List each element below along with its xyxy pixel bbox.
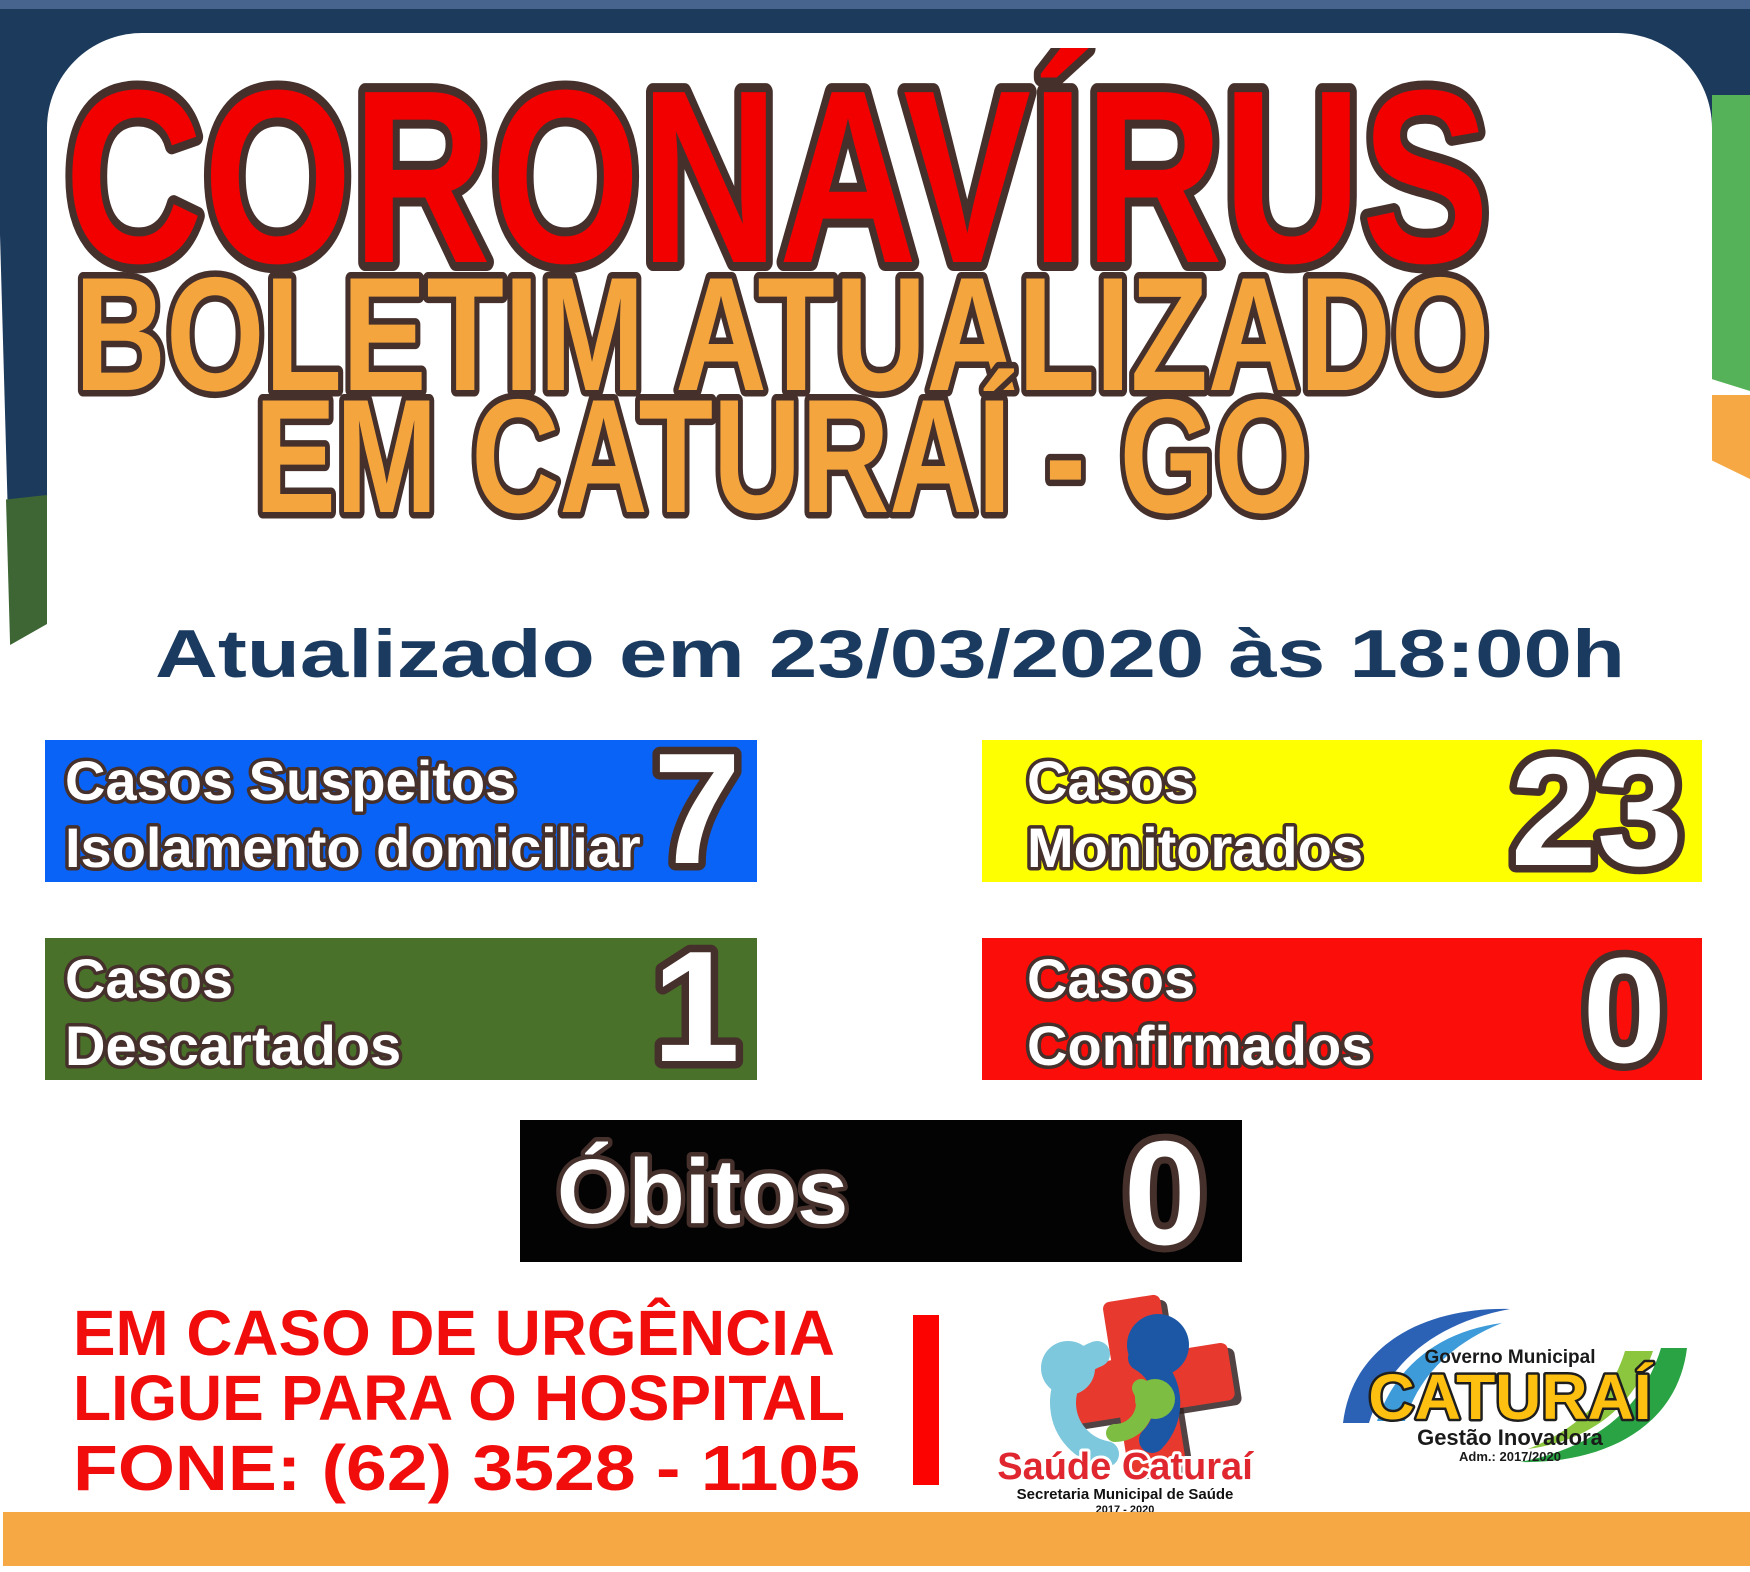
city-logo-slogan: Gestão Inovadora [1417, 1425, 1604, 1450]
monitored-label-line2: Monitorados [1027, 816, 1363, 879]
emergency-line3: FONE: (62) 3528 - 1105 [73, 1432, 860, 1504]
stat-box-discarded: Casos Descartados 1 [45, 912, 757, 1103]
green-swoosh-icon [1520, 1348, 1687, 1463]
confirmed-label-line2: Confirmados [1027, 1014, 1372, 1077]
stat-box-confirmed: Casos Confirmados 0 [982, 919, 1702, 1102]
family-figures-icon [1041, 1314, 1189, 1467]
poster-subtitle-line1: BOLETIM ATUALIZADO [75, 244, 1490, 425]
left-green-strip [6, 495, 47, 645]
poster-subtitle-line2: EM CATURAÍ - GO [255, 366, 1310, 547]
emergency-line2: LIGUE PARA O HOSPITAL [73, 1362, 845, 1434]
confirmed-value: 0 [1583, 938, 1666, 1080]
suspects-label-line2: Isolamento domiciliar [65, 816, 641, 879]
city-logo-adm: Adm.: 2017/2020 [1459, 1449, 1561, 1464]
poster-title: CORONAVÍRUS [65, 48, 1490, 315]
monitored-value: 23 [1511, 740, 1683, 882]
saude-logo-term: 2017 - 2020 [1096, 1504, 1155, 1515]
discarded-label-line2: Descartados [65, 1014, 401, 1077]
right-green-strip [1712, 95, 1750, 391]
red-separator-bar [913, 1315, 939, 1485]
saude-logo-name: Saúde Caturaí [997, 1446, 1254, 1488]
blue-swoosh-icon [1343, 1308, 1510, 1423]
suspects-value: 7 [653, 740, 741, 882]
left-navy-strip [0, 120, 47, 502]
stat-box-suspects: Casos Suspeitos Isolamento domiciliar 7 [45, 714, 757, 905]
monitored-label-line1: Casos [1027, 749, 1195, 812]
emergency-line1: EM CASO DE URGÊNCIA [73, 1296, 835, 1369]
right-orange-strip [1712, 395, 1750, 479]
saude-logo-dept: Secretaria Municipal de Saúde [1017, 1486, 1234, 1503]
stat-box-deaths: Óbitos 0 [520, 1104, 1242, 1283]
discarded-value: 1 [652, 938, 740, 1080]
top-light-edge [0, 0, 1750, 9]
city-logo-name: CATURAÍ [1368, 1361, 1653, 1433]
deaths-value: 0 [1124, 1120, 1206, 1262]
city-logo: Governo Municipal CATURAÍ Gestão Inovado… [1343, 1308, 1687, 1464]
bottom-orange-bar [3, 1512, 1750, 1566]
stat-box-monitored: Casos Monitorados 23 [982, 718, 1702, 906]
emergency-block: EM CASO DE URGÊNCIA LIGUE PARA O HOSPITA… [73, 1296, 860, 1504]
suspects-label-line1: Casos Suspeitos [65, 749, 516, 812]
header-block: CORONAVÍRUS BOLETIM ATUALIZADO EM CATURA… [56, 48, 1626, 692]
deaths-label: Óbitos [557, 1140, 848, 1243]
discarded-label-line1: Casos [65, 947, 233, 1010]
updated-line: Atualizado em 23/03/2020 às 18:00h [155, 616, 1625, 692]
saude-caturai-logo: Saúde Caturaí Secretaria Municipal de Sa… [994, 1294, 1257, 1515]
confirmed-label-line1: Casos [1027, 947, 1195, 1010]
city-logo-gov: Governo Municipal [1424, 1347, 1595, 1368]
